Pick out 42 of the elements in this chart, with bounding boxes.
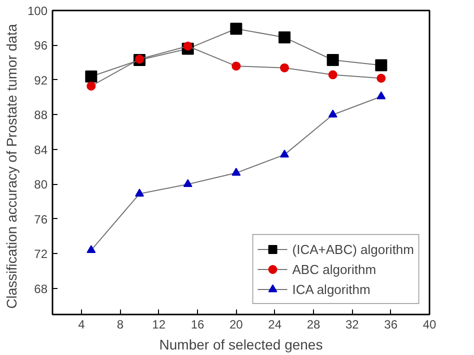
point [328, 70, 338, 80]
point [232, 168, 241, 176]
point [230, 22, 242, 35]
x-tick-label: 12 [152, 318, 166, 332]
point [280, 150, 289, 158]
x-tick-label: 40 [422, 318, 436, 332]
y-tick-label: 84 [34, 142, 48, 157]
point [326, 54, 339, 66]
legend-label: ABC algorithm [292, 262, 376, 276]
y-tick-label: 76 [34, 212, 48, 226]
y-tick-label: 88 [34, 108, 48, 122]
x-tick-label: 16 [190, 318, 204, 332]
y-tick-label: 100 [27, 4, 48, 18]
point [86, 82, 96, 91]
y-tick-label: 96 [34, 38, 48, 53]
point [328, 110, 338, 118]
y-axis-title: Classification accuracy of Prostate tumor data [3, 24, 20, 309]
x-tick-label: 32 [345, 318, 360, 332]
point [86, 245, 96, 254]
x-tick-label: 8 [116, 318, 124, 332]
point [280, 63, 289, 72]
point [135, 188, 144, 197]
y-tick-label: 92 [34, 73, 48, 88]
x-tick-label: 20 [229, 318, 244, 332]
point [85, 70, 98, 83]
legend-label: (ICA+ABC) algorithm [292, 242, 414, 256]
x-tick-label: 28 [306, 318, 320, 332]
point [376, 74, 386, 83]
point [183, 179, 192, 188]
point [278, 31, 290, 44]
y-tick-label: 80 [34, 178, 48, 192]
point [376, 91, 386, 100]
x-tick-label: 24 [268, 318, 282, 332]
x-tick-label: 36 [384, 318, 398, 332]
x-tick-label: 4 [78, 318, 86, 332]
point [375, 59, 388, 72]
x-axis-title: Number of selected genes [159, 336, 323, 352]
y-tick-label: 72 [34, 247, 48, 262]
point [183, 42, 192, 51]
legend-label: ICA algorithm [292, 282, 370, 296]
point [232, 62, 241, 71]
y-tick-label: 68 [34, 282, 48, 296]
